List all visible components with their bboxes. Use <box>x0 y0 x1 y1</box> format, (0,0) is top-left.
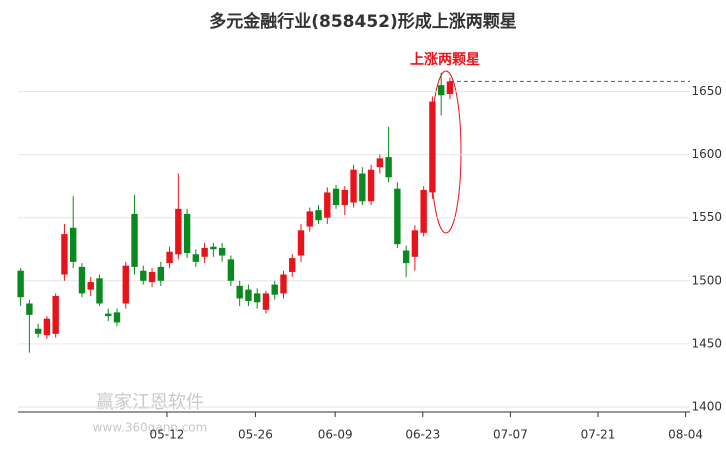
candle-body <box>332 188 340 206</box>
x-tick-label: 05-26 <box>238 428 273 442</box>
candle-body <box>148 271 156 283</box>
candle-body <box>359 173 366 202</box>
candle-body <box>218 247 226 256</box>
candle-body <box>446 81 454 95</box>
candle-body <box>297 230 305 256</box>
x-tick-label: 06-09 <box>318 428 353 442</box>
candle-body <box>87 282 94 290</box>
candle-body <box>183 213 191 254</box>
x-tick-label: 07-21 <box>581 428 616 442</box>
candle-body <box>26 303 33 315</box>
candle-body <box>402 250 410 264</box>
y-tick-label: 1600 <box>691 147 722 161</box>
candle-body <box>253 293 261 303</box>
candle-body <box>140 270 147 281</box>
candle-body <box>245 289 252 301</box>
candle-body <box>236 285 243 299</box>
candle-body <box>43 318 51 336</box>
candle-body <box>105 313 112 317</box>
candle-body <box>69 227 77 262</box>
candle-body <box>175 208 182 255</box>
candle-body <box>192 254 200 262</box>
candle-body <box>166 251 173 264</box>
candle-body <box>411 230 419 257</box>
candle-body <box>289 258 296 272</box>
y-tick-label: 1650 <box>691 84 722 98</box>
y-tick-label: 1550 <box>691 210 722 224</box>
watermark-url: www.360gann.com <box>93 421 208 435</box>
candle-body <box>394 188 401 245</box>
candle-body <box>52 295 59 334</box>
candle-body <box>34 328 42 334</box>
candle-body <box>429 101 436 193</box>
candle-body <box>157 266 165 281</box>
watermark: 赢家江恩软件 <box>96 391 204 413</box>
candle-body <box>271 284 278 295</box>
candle-body <box>315 210 322 221</box>
candle-body <box>78 266 86 294</box>
candle-body <box>201 247 208 257</box>
candle-body <box>420 189 427 233</box>
chart-title: 多元金融行业(858452)形成上涨两颗星 <box>209 11 517 32</box>
candle-body <box>122 265 129 304</box>
candle-body <box>437 85 445 96</box>
candle-body <box>210 246 217 250</box>
candle-body <box>385 157 392 178</box>
candle-body <box>376 158 384 168</box>
candle-body <box>131 213 138 267</box>
candle-body <box>341 189 349 206</box>
candle-body <box>227 259 235 281</box>
x-tick-label: 07-07 <box>493 428 528 442</box>
y-tick-label: 1400 <box>691 400 722 414</box>
x-tick-label: 08-04 <box>668 428 703 442</box>
annotation: 上涨两颗星 <box>410 52 480 68</box>
y-tick-label: 1500 <box>691 273 722 287</box>
x-tick-label: 05-12 <box>150 428 185 442</box>
x-tick-label: 06-23 <box>405 428 440 442</box>
candle-body <box>113 312 121 323</box>
candle-body <box>367 169 375 202</box>
candle-body <box>61 234 68 275</box>
candle-body <box>350 169 357 203</box>
candle-body <box>324 192 331 218</box>
candle-body <box>280 274 287 294</box>
candle-body <box>306 211 313 227</box>
y-tick-label: 1450 <box>691 336 722 350</box>
candle-body <box>262 293 270 310</box>
candle-body <box>17 270 24 298</box>
candle-body <box>96 278 103 304</box>
